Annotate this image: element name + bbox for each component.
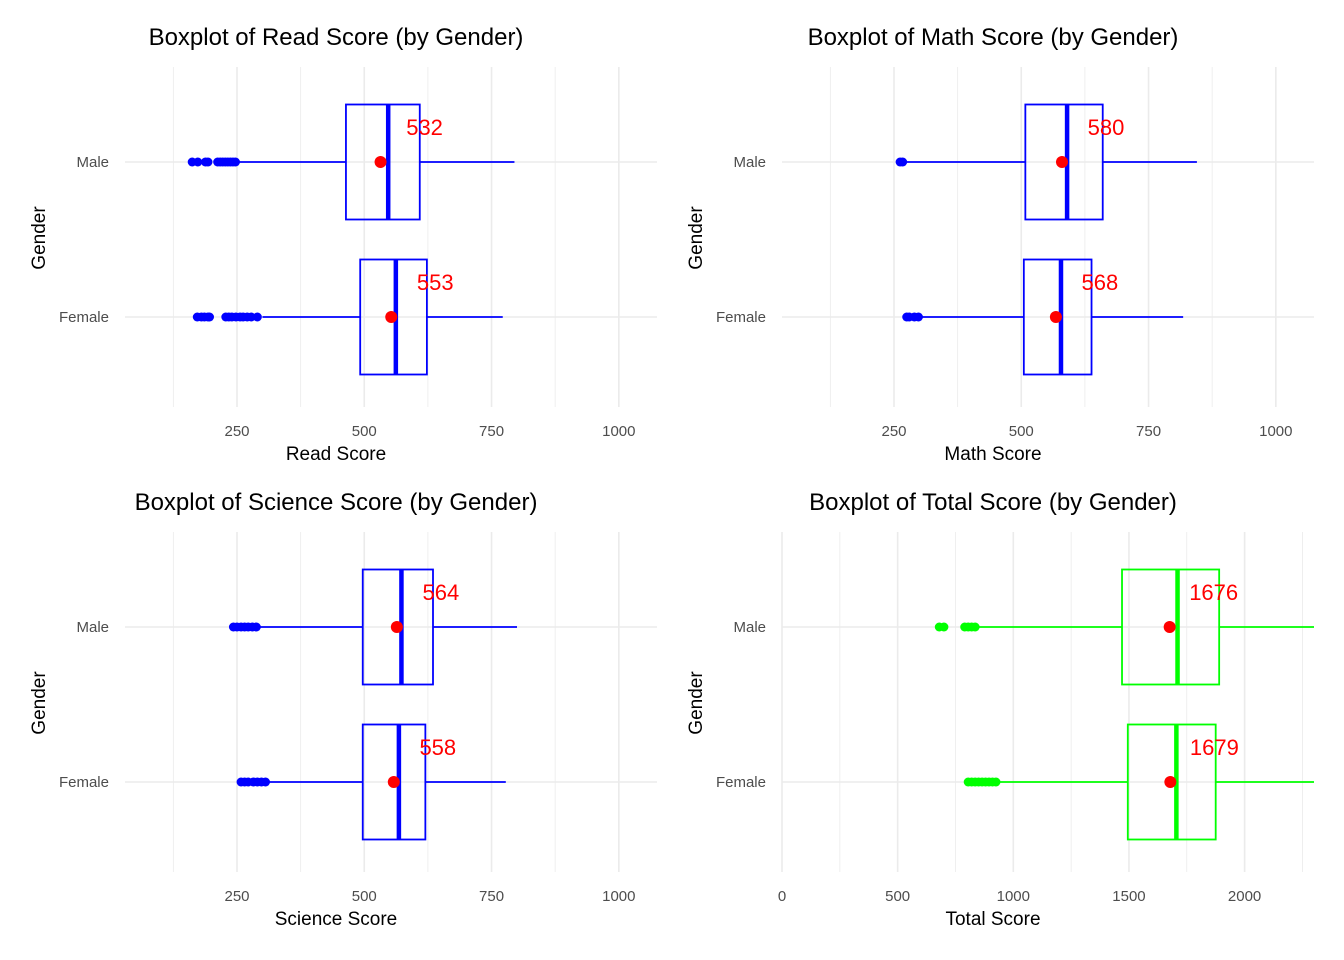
x-tick-label: 500 [885, 888, 910, 905]
box-iqr [1126, 723, 1217, 841]
mean-point [1049, 311, 1062, 323]
box-iqr [361, 723, 427, 841]
y-tick-label: Female [716, 774, 766, 791]
box-iqr [1121, 568, 1221, 686]
box-iqr [361, 568, 434, 686]
chart-title: Boxplot of Total Score (by Gender) [809, 489, 1177, 516]
y-tick-label: Male [76, 154, 109, 171]
y-tick-label: Male [733, 154, 766, 171]
x-axis-label: Read Score [285, 444, 387, 465]
chart-plot-area: 0 500 1000 1500 2000 Female Male 1676 1679 [716, 532, 1314, 905]
y-axis-label: Gender [29, 206, 50, 270]
outlier-point [252, 312, 262, 322]
mean-annotation: 1676 [1189, 580, 1238, 605]
outlier-point [251, 622, 261, 632]
outlier-point [230, 157, 240, 167]
box-iqr [345, 103, 421, 221]
y-axis-label: Gender [686, 671, 707, 735]
x-tick-label: 1000 [1259, 423, 1292, 440]
mean-point [387, 776, 400, 788]
x-axis-label: Total Score [945, 909, 1041, 930]
x-tick-label: 1000 [602, 888, 635, 905]
outlier-point [261, 777, 271, 787]
outlier-point [205, 312, 215, 322]
x-tick-label: 500 [352, 423, 377, 440]
total-score-boxplot-panel: Boxplot of Total Score (by Gender) 0 500 1… [657, 465, 1329, 945]
mean-annotation: 1679 [1190, 735, 1239, 760]
chart-plot-area: 250 500 750 1000 Female Male 580 568 [716, 67, 1314, 440]
x-tick-label: 500 [352, 888, 377, 905]
mean-point [1163, 621, 1176, 633]
chart-title: Boxplot of Read Score (by Gender) [148, 24, 524, 51]
math-score-boxplot-panel: Boxplot of Math Score (by Gender) 250 500… [657, 0, 1329, 480]
mean-annotation: 580 [1088, 115, 1125, 140]
outlier-point [991, 777, 1001, 787]
outlier-point [970, 622, 980, 632]
x-tick-label: 0 [778, 888, 786, 905]
science-score-boxplot-panel: Boxplot of Science Score (by Gender) 250… [0, 465, 672, 945]
x-tick-label: 750 [479, 423, 504, 440]
outlier-point [203, 157, 213, 167]
outlier-point [898, 157, 908, 167]
mean-point [1056, 156, 1068, 168]
box-iqr [1022, 258, 1093, 376]
mean-annotation: 558 [419, 735, 456, 760]
mean-annotation: 564 [422, 580, 459, 605]
mean-annotation: 532 [406, 115, 443, 140]
mean-point [374, 156, 387, 168]
box-iqr [359, 258, 428, 376]
y-tick-label: Female [59, 774, 109, 791]
y-axis-label: Gender [29, 671, 50, 735]
y-tick-label: Male [76, 619, 109, 636]
read-score-boxplot-panel: Boxplot of Read Score (by Gender) 250 500… [0, 0, 672, 480]
chart-plot-area: 250 500 750 1000 Female Male 532 553 [59, 67, 657, 440]
x-tick-label: 250 [881, 423, 906, 440]
chart-title: Boxplot of Science Score (by Gender) [134, 489, 538, 516]
x-tick-label: 250 [224, 888, 249, 905]
x-tick-label: 1000 [997, 888, 1030, 905]
mean-annotation: 553 [417, 270, 454, 295]
outlier-point [939, 622, 949, 632]
y-tick-label: Female [59, 309, 109, 326]
y-tick-label: Female [716, 309, 766, 326]
x-axis-label: Math Score [944, 444, 1042, 465]
outlier-point [913, 312, 923, 322]
outlier-point [193, 157, 203, 167]
x-tick-label: 500 [1009, 423, 1034, 440]
mean-annotation: 568 [1082, 270, 1119, 295]
x-tick-label: 250 [224, 423, 249, 440]
mean-point [385, 311, 398, 323]
mean-point [390, 621, 403, 633]
x-tick-label: 2000 [1228, 888, 1261, 905]
chart-plot-area: 250 500 750 1000 Female Male 564 558 [59, 532, 657, 905]
chart-title: Boxplot of Math Score (by Gender) [807, 24, 1179, 51]
box-iqr [1024, 103, 1104, 221]
x-tick-label: 750 [1136, 423, 1161, 440]
x-tick-label: 1000 [602, 423, 635, 440]
x-tick-label: 1500 [1112, 888, 1145, 905]
x-tick-label: 750 [479, 888, 504, 905]
y-axis-label: Gender [686, 206, 707, 270]
x-axis-label: Science Score [274, 909, 398, 930]
mean-point [1164, 776, 1177, 788]
y-tick-label: Male [733, 619, 766, 636]
